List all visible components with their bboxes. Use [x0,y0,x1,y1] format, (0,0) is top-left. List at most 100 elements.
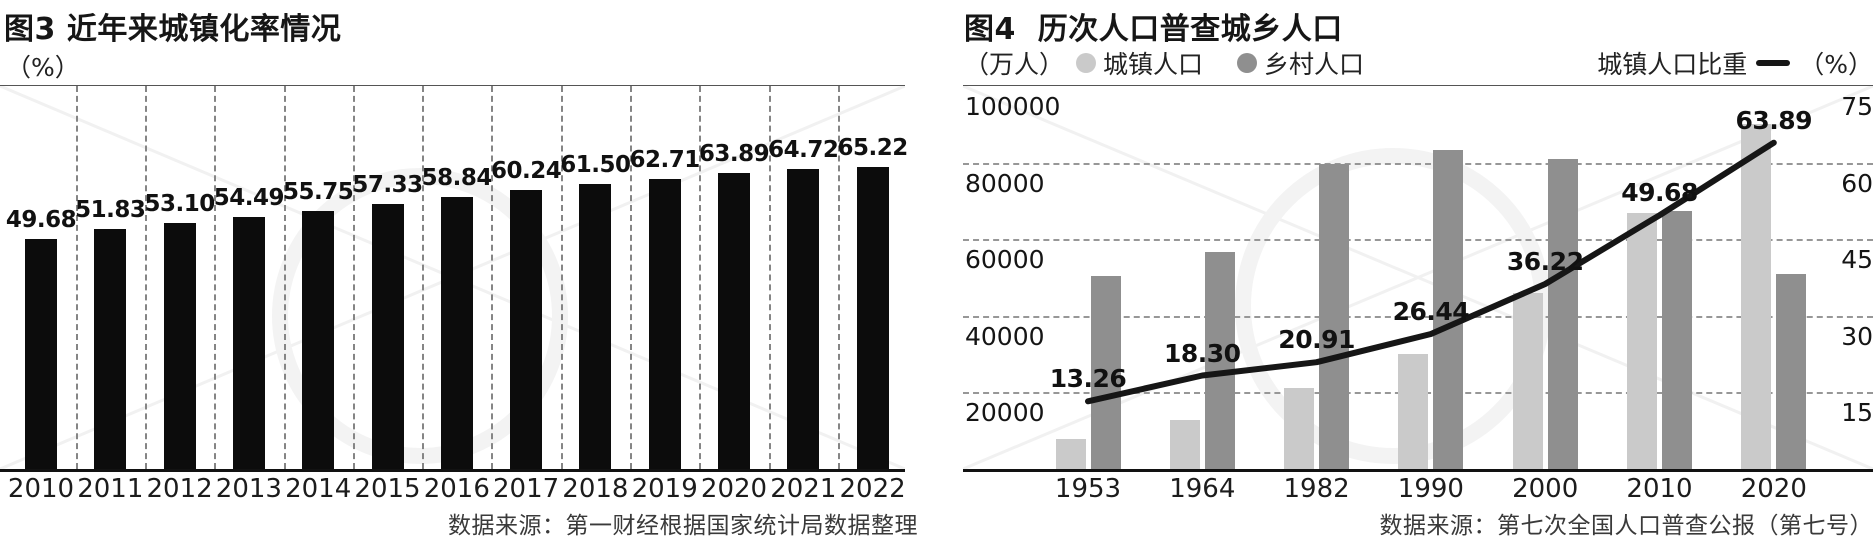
bar-2018 [579,184,612,469]
x-axis-label: 2012 [146,474,213,504]
y-axis-right-tick: 45 [1841,245,1873,275]
left-chart-source: 数据来源：第一财经根据国家统计局数据整理 [448,513,918,539]
legend-item-rural: 乡村人口 [1237,45,1364,81]
gridline-vertical [214,86,217,469]
x-axis-label: 2022 [839,474,906,504]
line-value-label: 26.44 [1392,297,1470,326]
bar-rural-2010 [1662,210,1692,469]
gridline-vertical [699,86,702,469]
bar-value-label: 49.68 [5,206,77,233]
urban-legend-dot-icon [1076,53,1097,73]
bar-rural-1964 [1204,251,1235,469]
x-axis-label: 2010 [7,474,75,504]
x-axis-label: 2010 [1626,474,1693,504]
bar-2014 [302,210,335,469]
left-chart-plot-area: 49.68 51.83 53.10 54.49 55.75 57.33 58.84 60.24… [0,85,908,472]
x-axis-label: 2016 [423,474,490,504]
right-chart-source: 数据来源：第七次全国人口普查公报（第七号） [1379,513,1873,539]
y-axis-left-tick: 80000 [965,168,1045,198]
right-chart-legend: （万人） 城镇人口 乡村人口 城镇人口比重 （%） [964,45,1873,81]
bar-value-label: 65.22 [837,135,908,161]
bar-rural-2020 [1776,273,1807,469]
bar-urban-2000 [1512,293,1543,469]
bar-urban-1990 [1398,354,1429,469]
urban-share-line [1085,139,1777,405]
legend-item-urban: 城镇人口 [1076,45,1203,81]
gridline-vertical [560,86,563,469]
bar-rural-1953 [1090,275,1121,469]
x-axis-label: 2013 [215,474,282,504]
right-chart-title: 图4 历次人口普查城乡人口 [964,12,1343,47]
bar-2021 [787,169,820,469]
legend-urban-label: 城镇人口 [1103,50,1204,79]
x-axis-label: 2020 [1740,474,1807,504]
bar-2017 [510,190,543,469]
x-axis-label: 2017 [493,474,560,504]
legend-line-label: 城镇人口比重 [1597,50,1748,79]
line-legend-mark-icon [1756,60,1791,66]
gridline-vertical [630,86,632,469]
bar-urban-1964 [1169,420,1200,469]
x-axis-label: 1953 [1054,474,1122,504]
gridline-horizontal [963,239,1873,242]
bar-urban-2010 [1627,212,1657,469]
bar-rural-2000 [1547,159,1578,469]
x-axis-label: 1982 [1283,474,1350,504]
y-axis-left-tick: 20000 [965,398,1045,428]
gridline-vertical [768,86,771,469]
x-axis-label: 2021 [770,474,837,504]
bar-urban-1982 [1284,388,1315,469]
y-axis-right-tick: 30 [1841,321,1873,351]
left-chart-x-axis: 2010 2011 2012 2013 2014 2015 2016 2017 2018 2019… [0,474,906,506]
right-chart-unit-left-label: （万人） [964,50,1065,79]
bar-rural-1990 [1433,149,1464,469]
bar-value-label: 62.71 [629,146,701,173]
gridline-vertical [75,86,78,469]
y-axis-left-tick: 60000 [965,245,1045,275]
bar-2011 [94,229,127,469]
left-chart-unit-label: （%） [6,53,80,82]
census-population-chart: 图4 历次人口普查城乡人口 （万人） 城镇人口 乡村人口 城镇人口比重 （%） [960,0,1873,546]
gridline-vertical [352,86,355,469]
bar-value-label: 61.50 [560,152,631,179]
bar-2010 [25,238,57,469]
bar-urban-2020 [1741,123,1772,469]
gridline-vertical [837,86,840,469]
bar-2015 [371,203,404,469]
line-value-label: 36.22 [1506,247,1584,276]
gridline-horizontal [963,162,1873,165]
line-value-label: 20.91 [1278,325,1355,355]
line-value-label: 63.89 [1735,105,1813,135]
y-axis-left-tick: 100000 [965,92,1061,121]
right-chart-unit-right-label: （%） [1799,50,1873,79]
x-axis-label: 1964 [1169,474,1236,504]
line-value-label: 18.30 [1164,338,1241,368]
line-value-label: 13.26 [1049,364,1127,394]
legend-rural-label: 乡村人口 [1264,50,1365,79]
rural-legend-dot-icon [1237,53,1258,73]
right-chart-plot-area: 100000 80000 60000 40000 20000 75 60 45 30 15 13.2… [963,85,1873,472]
y-axis-right-tick: 75 [1841,92,1873,121]
bar-urban-1953 [1055,439,1086,469]
urbanization-rate-chart: 图3 近年来城镇化率情况 （%） 49.68 51.83 53.10 54.49 55.… [0,0,920,546]
bar-value-label: 51.83 [75,197,146,223]
bar-2019 [648,178,681,469]
x-axis-label: 2015 [354,474,421,504]
y-axis-left-tick: 40000 [965,321,1045,351]
bar-2022 [856,167,889,469]
gridline-vertical [422,86,425,469]
bar-rural-1982 [1319,163,1350,469]
y-axis-right-tick: 60 [1841,168,1873,198]
x-axis-label: 2020 [700,474,768,504]
legend-item-urban-share: 城镇人口比重 （%） [1597,45,1873,81]
bar-2020 [718,173,750,469]
bar-value-label: 60.24 [490,158,562,184]
bar-value-label: 55.75 [283,178,354,205]
bar-value-label: 58.84 [421,164,493,191]
gridline-horizontal [963,315,1873,318]
gridline-vertical [144,86,147,469]
bar-2016 [440,196,473,469]
right-chart-x-axis: 1953 1964 1982 1990 2000 2010 2020 [963,474,1873,506]
bar-value-label: 57.33 [352,171,423,198]
